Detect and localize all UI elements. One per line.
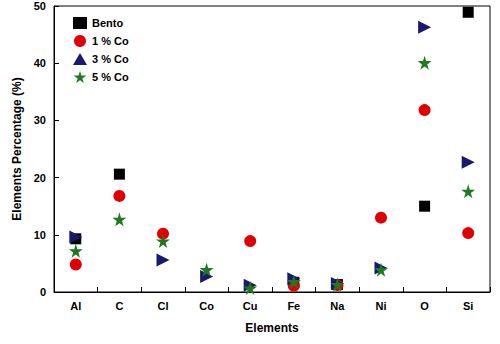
svg-text:40: 40 bbox=[34, 57, 46, 69]
svg-text:Fe: Fe bbox=[287, 300, 300, 312]
svg-text:3 % Co: 3 % Co bbox=[92, 53, 129, 65]
svg-text:1 % Co: 1 % Co bbox=[92, 35, 129, 47]
svg-text:30: 30 bbox=[34, 114, 46, 126]
svg-text:Cu: Cu bbox=[243, 300, 258, 312]
svg-text:20: 20 bbox=[34, 172, 46, 184]
svg-text:Elements: Elements bbox=[245, 321, 299, 335]
svg-text:0: 0 bbox=[40, 286, 46, 298]
svg-text:Ni: Ni bbox=[376, 300, 387, 312]
svg-text:Bento: Bento bbox=[92, 17, 123, 29]
svg-text:Na: Na bbox=[330, 300, 345, 312]
svg-text:50: 50 bbox=[34, 0, 46, 12]
svg-text:Si: Si bbox=[463, 300, 473, 312]
svg-text:O: O bbox=[420, 300, 429, 312]
svg-text:5 % Co: 5 % Co bbox=[92, 71, 129, 83]
svg-text:Al: Al bbox=[70, 300, 81, 312]
svg-text:10: 10 bbox=[34, 229, 46, 241]
svg-text:C: C bbox=[115, 300, 123, 312]
svg-text:Co: Co bbox=[199, 300, 214, 312]
svg-text:Cl: Cl bbox=[158, 300, 169, 312]
svg-text:Elements Percentage (%): Elements Percentage (%) bbox=[10, 77, 24, 220]
